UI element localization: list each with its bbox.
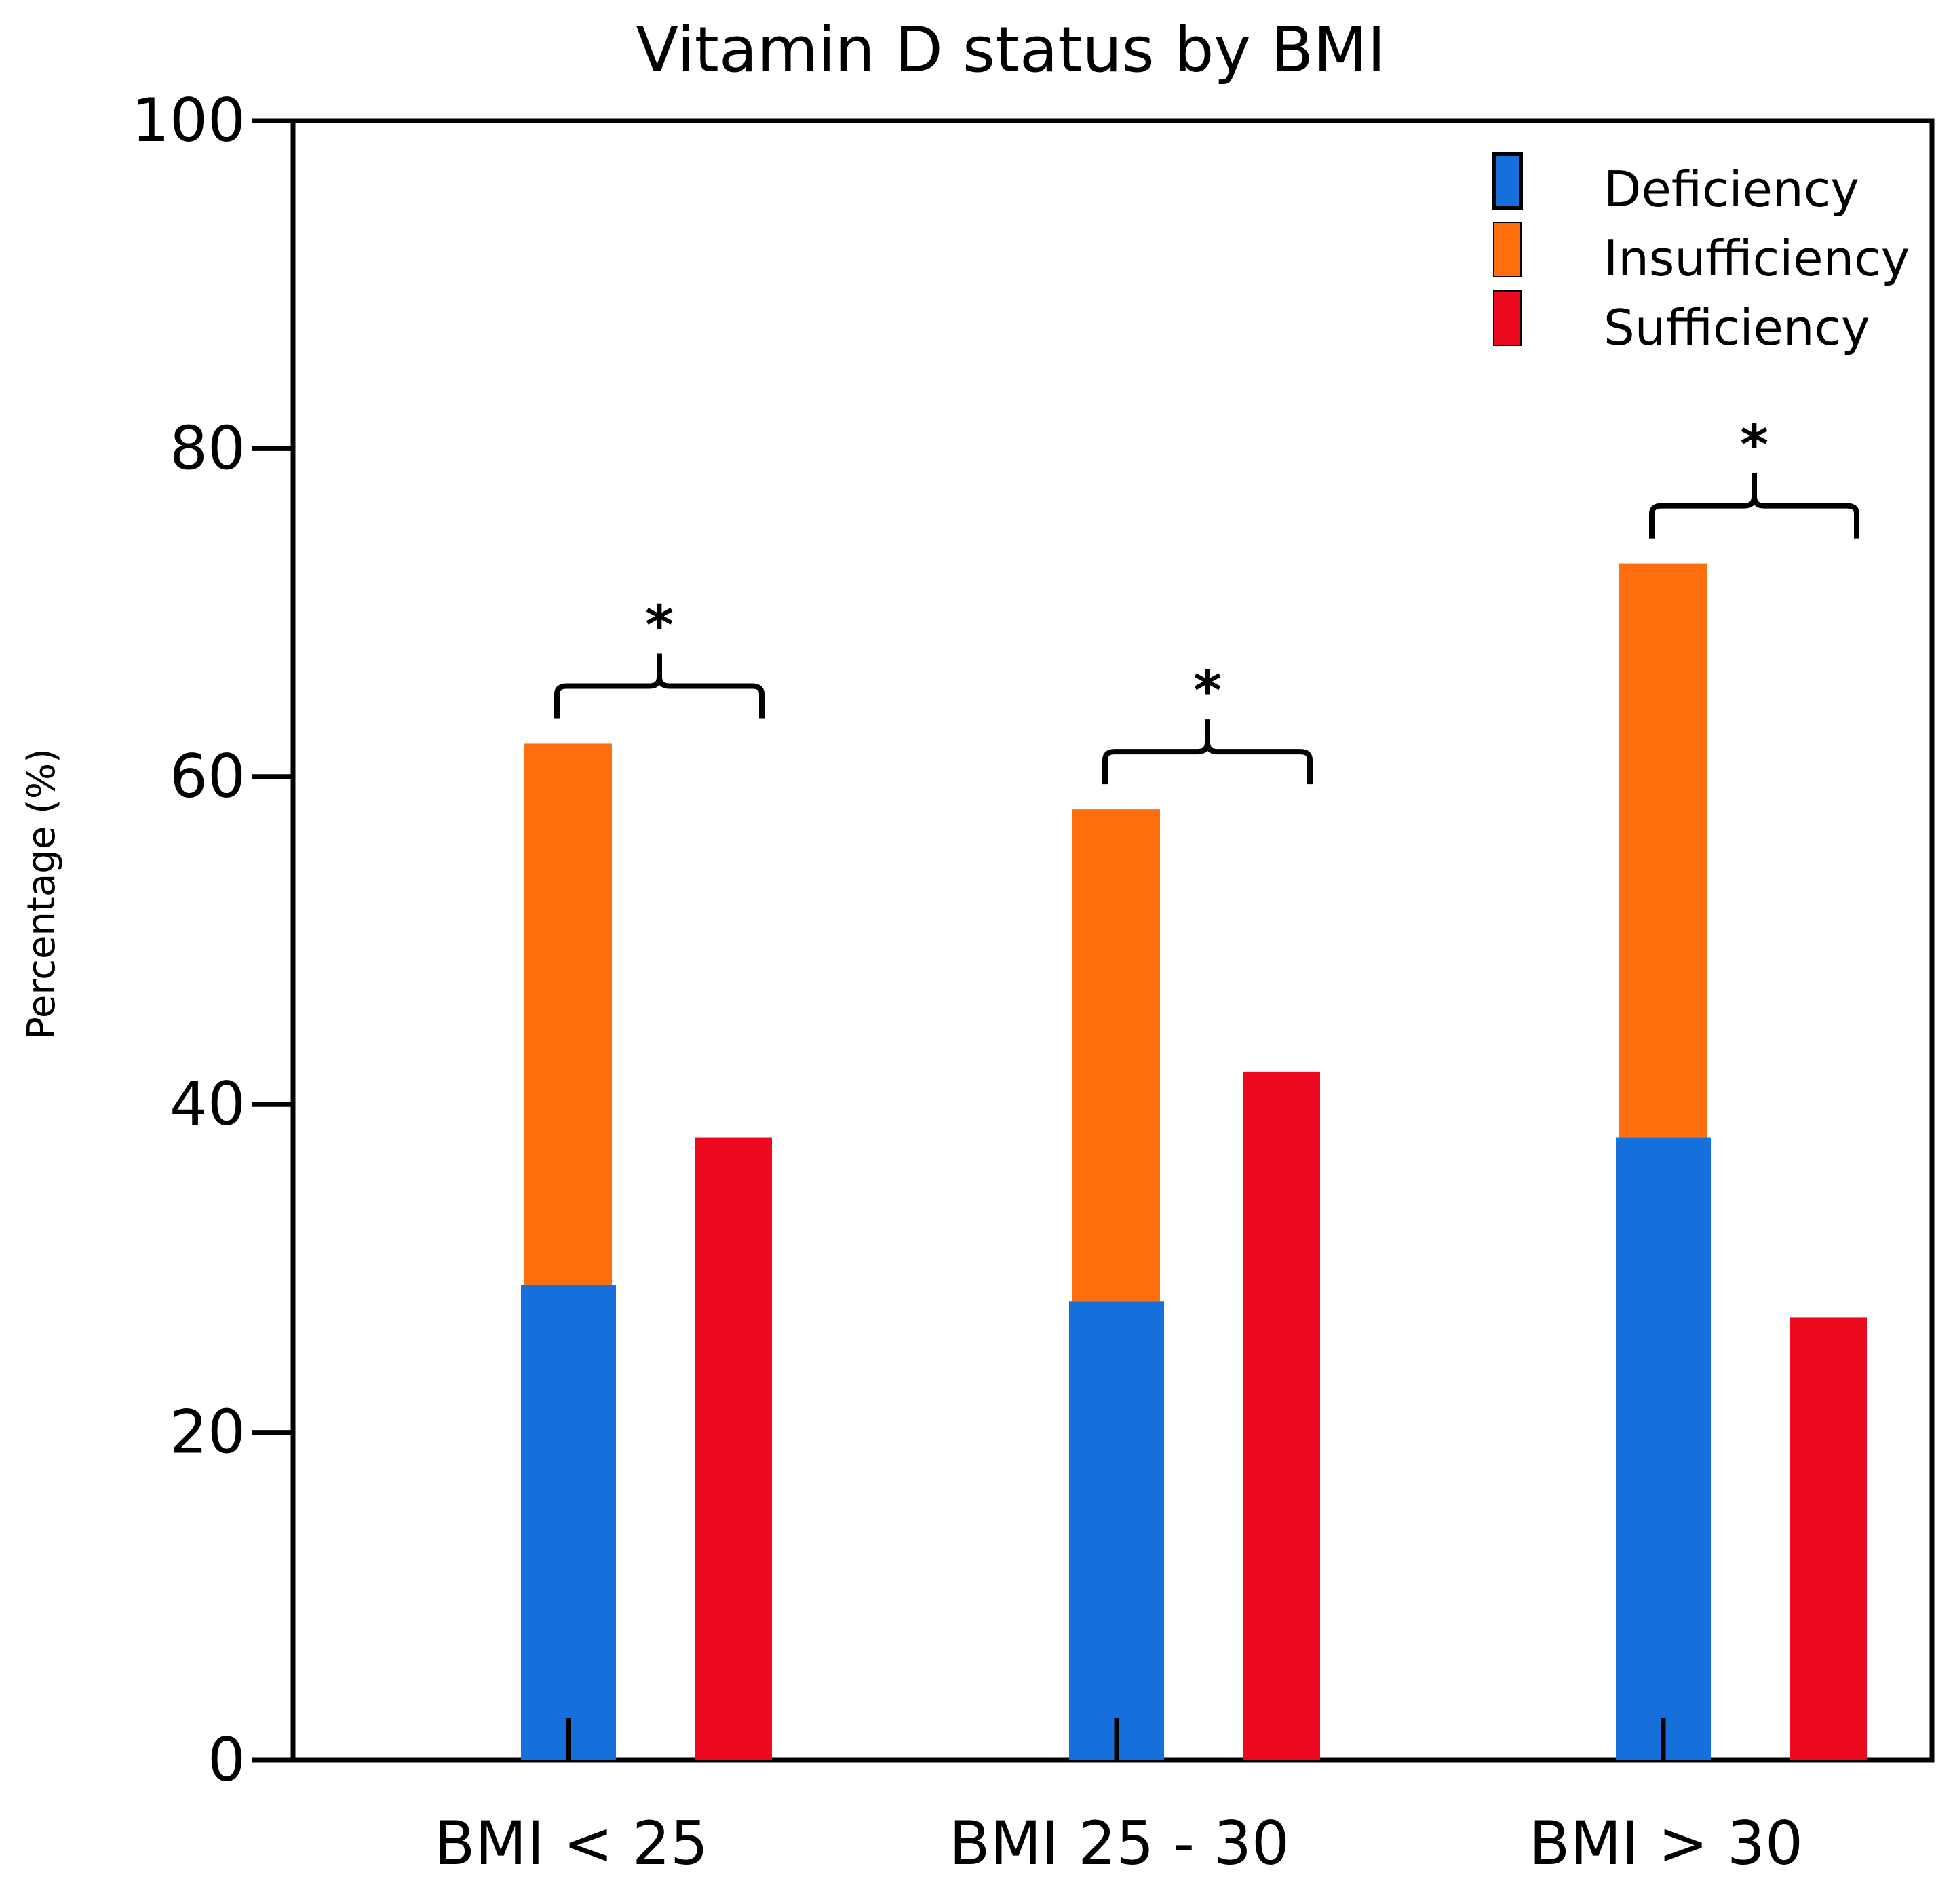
significance-bracket — [1649, 473, 1859, 539]
legend-swatch-sufficiency — [1493, 290, 1522, 346]
y-tick-label: 100 — [132, 85, 246, 155]
y-tick-label: 40 — [170, 1069, 246, 1139]
y-tick-label: 0 — [208, 1725, 246, 1795]
y-tick-label: 80 — [170, 413, 246, 483]
bar-deficiency — [521, 1285, 616, 1760]
legend-swatch-deficiency — [1492, 152, 1523, 210]
y-tick-label: 20 — [170, 1397, 246, 1467]
significance-bracket — [554, 653, 765, 719]
legend-swatch-insufficiency — [1493, 222, 1522, 277]
x-tick-label: BMI 25 - 30 — [949, 1808, 1290, 1878]
bar-sufficiency — [695, 1137, 772, 1760]
bar-insufficiency — [1619, 563, 1707, 1138]
bars — [521, 563, 1867, 1760]
y-axis-label: Percentage (%) — [20, 748, 64, 1040]
legend-label-deficiency: Deficiency — [1604, 161, 1859, 218]
significance-star: * — [1740, 414, 1768, 477]
significance-bracket — [1102, 719, 1313, 785]
significance-brackets: * * * — [554, 414, 1859, 785]
bar-sufficiency — [1243, 1071, 1320, 1760]
bar-insufficiency — [1072, 809, 1160, 1302]
bar-deficiency — [1616, 1137, 1711, 1760]
y-axis-ticks: 0 20 40 60 80 100 — [132, 85, 293, 1795]
legend-label-insufficiency: Insufficiency — [1604, 230, 1910, 287]
x-axis-labels: BMI < 25 BMI 25 - 30 BMI > 30 — [434, 1808, 1803, 1878]
x-tick-label: BMI < 25 — [434, 1808, 708, 1878]
chart-title: Vitamin D status by BMI — [636, 14, 1385, 86]
y-tick-label: 60 — [170, 741, 246, 811]
bar-sufficiency — [1790, 1317, 1867, 1760]
x-tick-label: BMI > 30 — [1529, 1808, 1803, 1878]
bar-insufficiency — [524, 743, 612, 1285]
bar-deficiency — [1069, 1301, 1164, 1760]
legend: Deficiency Insufficiency Sufficiency — [1492, 152, 1910, 356]
significance-star: * — [645, 594, 674, 657]
significance-star: * — [1193, 659, 1222, 722]
legend-label-sufficiency: Sufficiency — [1604, 299, 1870, 356]
